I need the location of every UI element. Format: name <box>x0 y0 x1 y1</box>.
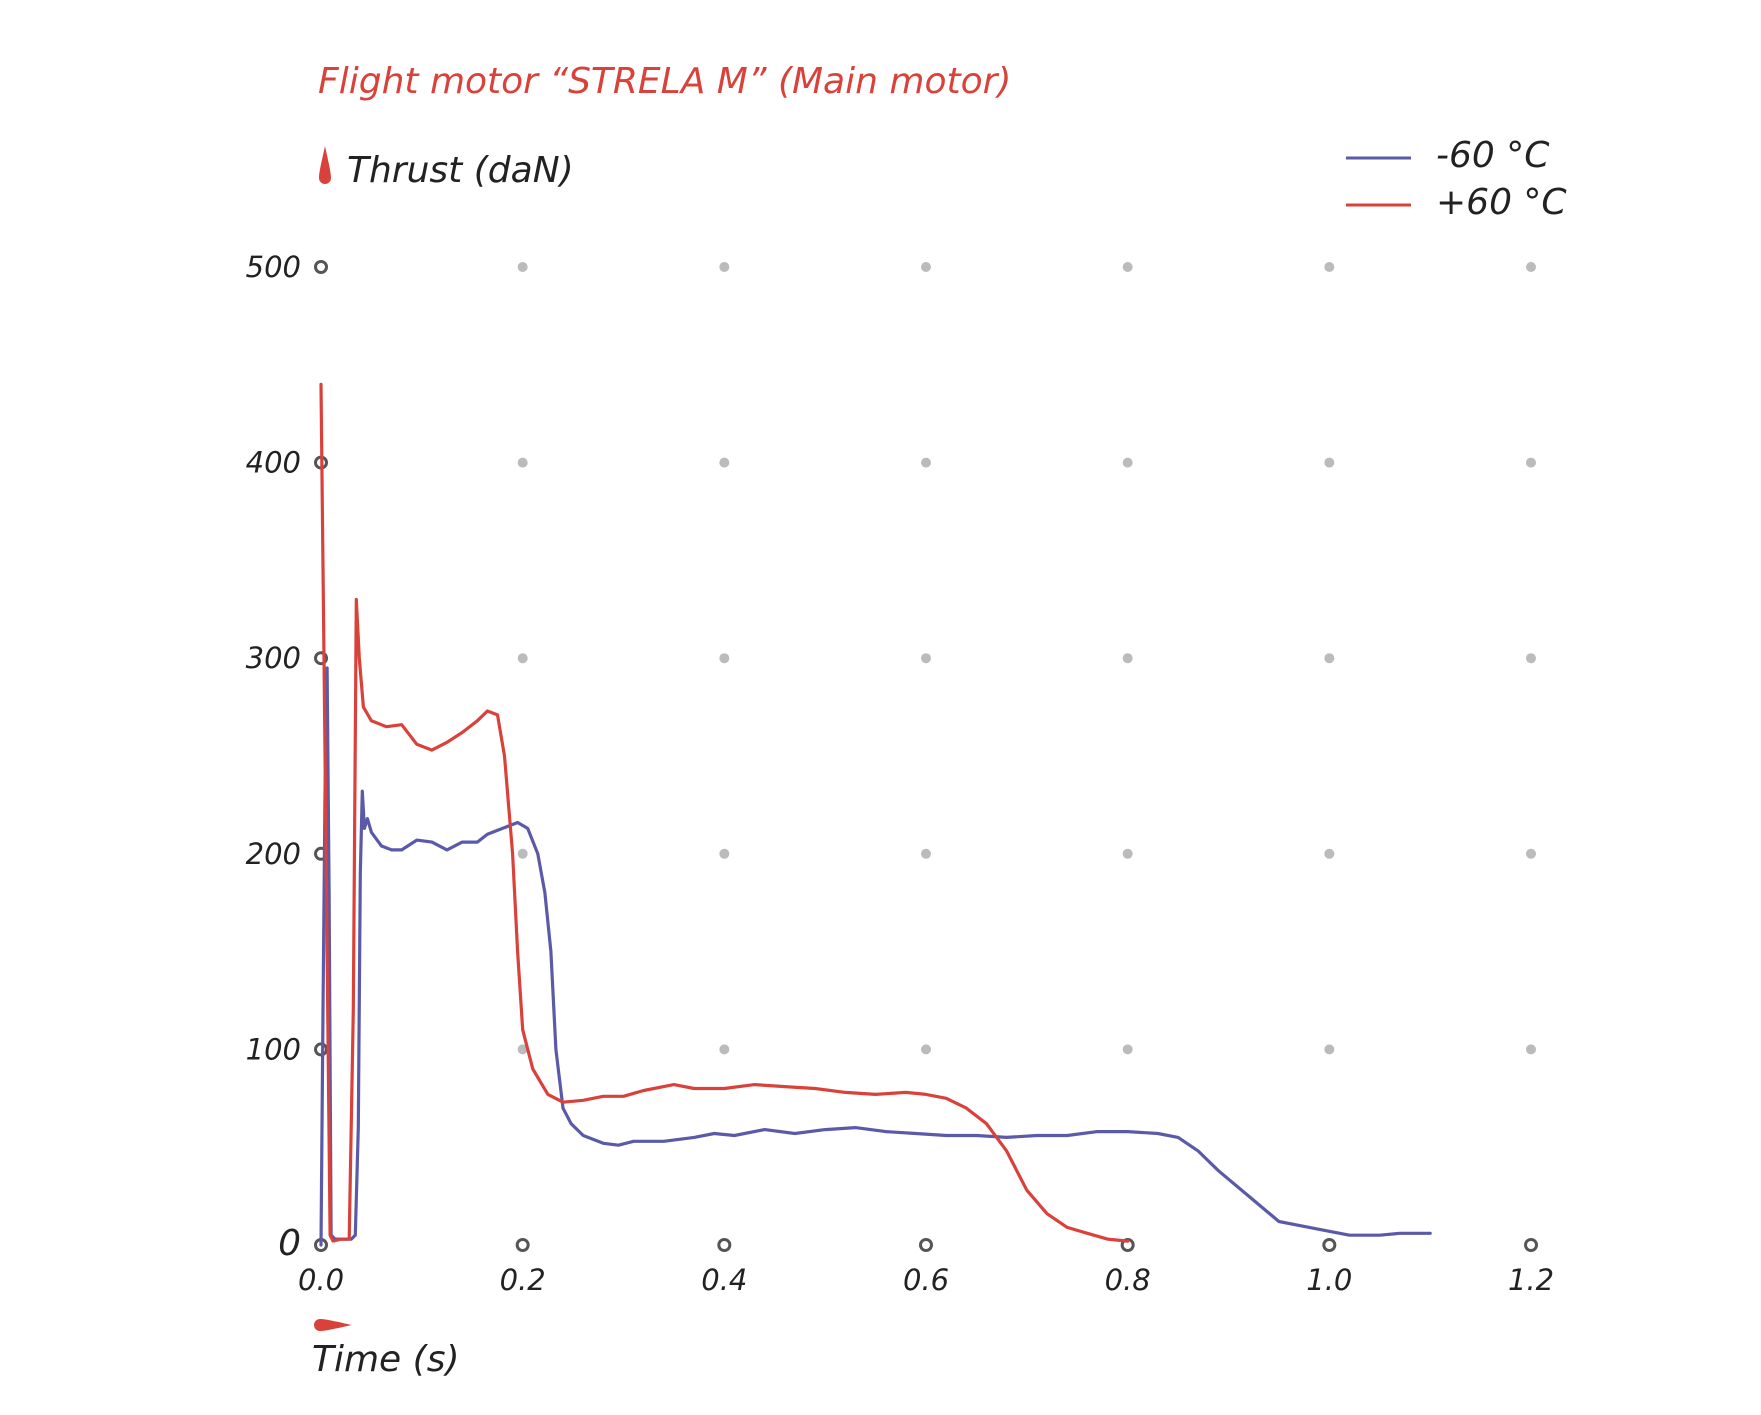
legend-label-plus60: +60 °C <box>1436 182 1567 223</box>
grid-dot <box>1324 653 1335 664</box>
series-lines <box>319 382 1432 1247</box>
grid-dot <box>719 653 730 664</box>
y-axis-label: Thrust (daN) <box>347 150 574 191</box>
grid-dot <box>921 457 931 468</box>
x-tick-label: 1.2 <box>1508 1263 1554 1297</box>
y-tick-label: 0 <box>278 1223 301 1264</box>
axis-marker <box>1524 1238 1538 1252</box>
grid-dot <box>1122 848 1133 859</box>
x-tick-label: 0.6 <box>903 1263 949 1297</box>
grid-dot <box>1526 848 1536 859</box>
grid-dot <box>719 262 730 272</box>
grid-dot <box>517 653 528 664</box>
grid-dot <box>517 262 528 272</box>
series-line-plus60 <box>319 382 1130 1243</box>
grid-dot <box>1526 1044 1536 1055</box>
grid-dot <box>1324 848 1335 859</box>
grid-dot <box>719 1044 730 1055</box>
axis-marker <box>314 260 328 274</box>
axis-marker <box>919 1238 933 1252</box>
grid-dots <box>314 260 1538 1252</box>
grid-dot <box>1122 653 1133 664</box>
legend-label-minus60: -60 °C <box>1436 135 1550 176</box>
y-tick-label: 100 <box>246 1032 301 1066</box>
x-tick-label: 1.0 <box>1306 1263 1352 1297</box>
grid-dot <box>921 653 931 664</box>
grid-dot <box>921 262 931 272</box>
axis-ticks: 0 100 200 300 400 500 0.0 0.2 0.4 0.6 0.8 1.0 1.2 <box>246 250 1554 1297</box>
x-axis-arrow-icon <box>314 1319 352 1331</box>
y-tick-label: 400 <box>246 446 301 480</box>
axis-marker <box>314 1042 328 1057</box>
grid-dot <box>1324 262 1335 272</box>
grid-dot <box>921 848 931 859</box>
axis-marker <box>515 1238 530 1252</box>
grid-dot <box>921 1044 931 1055</box>
x-tick-label: 0.0 <box>298 1263 344 1297</box>
x-tick-label: 0.4 <box>701 1263 747 1297</box>
grid-dot <box>1324 457 1335 468</box>
grid-dot <box>1526 457 1536 468</box>
grid-dot <box>719 457 730 468</box>
y-tick-label: 500 <box>246 250 301 284</box>
series-line-minus60 <box>319 666 1432 1247</box>
grid-dot <box>1324 1044 1335 1055</box>
grid-dot <box>1526 262 1536 272</box>
x-axis-label: Time (s) <box>312 1339 460 1380</box>
grid-dot <box>719 848 730 859</box>
y-axis-arrow-icon <box>319 146 331 184</box>
axis-marker <box>717 1238 732 1252</box>
grid-dot <box>1122 1044 1133 1055</box>
grid-dot <box>517 1044 528 1055</box>
grid-dot <box>517 848 528 859</box>
grid-dot <box>517 457 528 468</box>
axis-marker <box>1322 1238 1337 1252</box>
legend: -60 °C +60 °C <box>1346 135 1567 223</box>
y-tick-label: 300 <box>246 641 301 675</box>
y-tick-label: 200 <box>246 837 301 871</box>
grid-dot <box>1526 653 1536 664</box>
x-tick-label: 0.2 <box>500 1263 546 1297</box>
grid-dot <box>1122 262 1133 272</box>
grid-dot <box>1122 457 1133 468</box>
x-tick-label: 0.8 <box>1105 1263 1151 1297</box>
chart-title: Flight motor “STRELA M” (Main motor) <box>318 61 1011 102</box>
